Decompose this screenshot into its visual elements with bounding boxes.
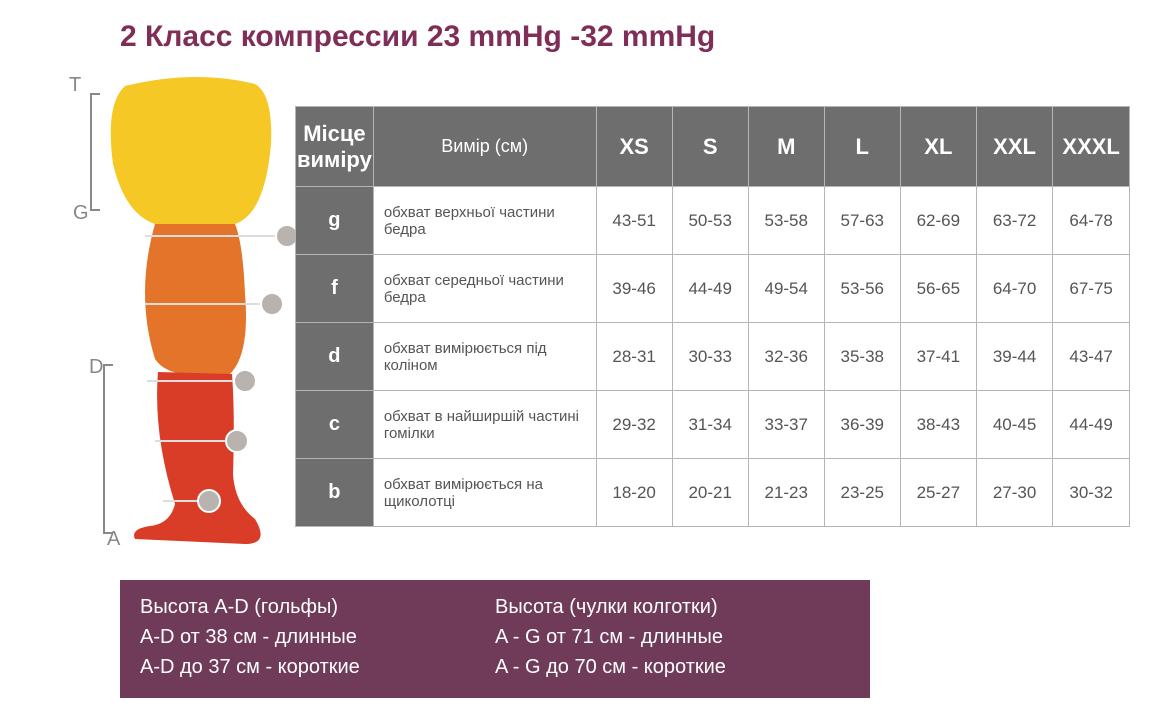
row-point: d [296, 323, 374, 391]
cell: 21-23 [748, 459, 824, 527]
cell: 31-34 [672, 391, 748, 459]
cell: 50-53 [672, 187, 748, 255]
table-row: c обхват в найширшій частині гомілки 29-… [296, 391, 1130, 459]
cell: 57-63 [824, 187, 900, 255]
cell: 33-37 [748, 391, 824, 459]
height-legend: Высота A-D (гольфы) A-D от 38 см - длинн… [120, 580, 870, 698]
bracket-line [90, 93, 92, 211]
row-desc: обхват вимірюється під коліном [373, 323, 596, 391]
size-header: M [748, 107, 824, 187]
row-desc: обхват в найширшій частині гомілки [373, 391, 596, 459]
size-header: XXXL [1053, 107, 1130, 187]
size-header: XL [900, 107, 976, 187]
diagram-label-g: G [73, 202, 89, 225]
size-header: XXL [976, 107, 1052, 187]
size-table-body: g обхват верхньої частини бедра 43-51 50… [296, 187, 1130, 527]
cell: 49-54 [748, 255, 824, 323]
cell: 40-45 [976, 391, 1052, 459]
cell: 38-43 [900, 391, 976, 459]
cell: 36-39 [824, 391, 900, 459]
col-point-header: Місце виміру [296, 107, 374, 187]
bracket-line [103, 364, 113, 366]
table-row: d обхват вимірюється під коліном 28-31 3… [296, 323, 1130, 391]
measure-dot-c [225, 429, 249, 453]
legend-line: A-D до 37 см - короткие [140, 652, 495, 682]
cell: 32-36 [748, 323, 824, 391]
measure-dot-b [197, 489, 221, 513]
cell: 20-21 [672, 459, 748, 527]
cell: 28-31 [596, 323, 672, 391]
size-header: XS [596, 107, 672, 187]
cell: 18-20 [596, 459, 672, 527]
legend-line: A-D от 38 см - длинные [140, 622, 495, 652]
bracket-line [90, 93, 100, 95]
legend-heading: Высота (чулки колготки) [495, 592, 850, 622]
row-point: c [296, 391, 374, 459]
cell: 39-46 [596, 255, 672, 323]
legend-line: A - G до 70 см - короткие [495, 652, 850, 682]
cell: 53-58 [748, 187, 824, 255]
cell: 63-72 [976, 187, 1052, 255]
cell: 67-75 [1053, 255, 1130, 323]
cell: 29-32 [596, 391, 672, 459]
cell: 53-56 [824, 255, 900, 323]
cell: 64-70 [976, 255, 1052, 323]
cell: 25-27 [900, 459, 976, 527]
table-row: f обхват середньої частини бедра 39-46 4… [296, 255, 1130, 323]
cell: 27-30 [976, 459, 1052, 527]
bracket-line [103, 532, 113, 534]
leg-diagram: T G D A [35, 74, 295, 554]
cell: 56-65 [900, 255, 976, 323]
cell: 44-49 [1053, 391, 1130, 459]
cell: 64-78 [1053, 187, 1130, 255]
diagram-label-d: D [89, 356, 103, 379]
measure-dot-f [260, 292, 284, 316]
table-row: b обхват вимірюється на щиколотці 18-20 … [296, 459, 1130, 527]
height-legend-right: Высота (чулки колготки) A - G от 71 см -… [495, 592, 850, 682]
size-header: S [672, 107, 748, 187]
legend-line: A - G от 71 см - длинные [495, 622, 850, 652]
table-header-row: Місце виміру Вимір (см) XS S M L XL XXL … [296, 107, 1130, 187]
size-header: L [824, 107, 900, 187]
cell: 23-25 [824, 459, 900, 527]
cell: 43-51 [596, 187, 672, 255]
row-point: b [296, 459, 374, 527]
cell: 37-41 [900, 323, 976, 391]
cell: 39-44 [976, 323, 1052, 391]
sizing-chart: T G D A Місце виміру Вимір (см) XS S M L… [35, 74, 1130, 554]
cell: 62-69 [900, 187, 976, 255]
row-desc: обхват верхньої частини бедра [373, 187, 596, 255]
bracket-line [90, 209, 100, 211]
row-desc: обхват вимірюється на щиколотці [373, 459, 596, 527]
height-legend-left: Высота A-D (гольфы) A-D от 38 см - длинн… [140, 592, 495, 682]
measure-dot-d [233, 369, 257, 393]
bracket-line [103, 364, 105, 534]
size-table: Місце виміру Вимір (см) XS S M L XL XXL … [295, 106, 1130, 527]
page-title: 2 Класс компрессии 23 mmHg -32 mmHg [120, 20, 1165, 54]
leg-illustration [35, 74, 295, 554]
cell: 30-32 [1053, 459, 1130, 527]
col-desc-header: Вимір (см) [373, 107, 596, 187]
cell: 30-33 [672, 323, 748, 391]
cell: 43-47 [1053, 323, 1130, 391]
table-row: g обхват верхньої частини бедра 43-51 50… [296, 187, 1130, 255]
cell: 35-38 [824, 323, 900, 391]
row-point: g [296, 187, 374, 255]
cell: 44-49 [672, 255, 748, 323]
row-desc: обхват середньої частини бедра [373, 255, 596, 323]
row-point: f [296, 255, 374, 323]
diagram-label-t: T [69, 74, 81, 97]
legend-heading: Высота A-D (гольфы) [140, 592, 495, 622]
